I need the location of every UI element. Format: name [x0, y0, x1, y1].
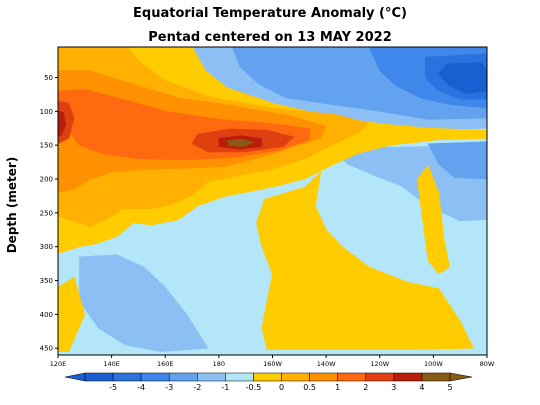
- chart-subtitle: Pentad centered on 13 MAY 2022: [148, 30, 392, 45]
- colorbar-swatch-p1: [281, 372, 310, 382]
- contour-fills: [58, 47, 487, 355]
- contour-region-p6-0: [226, 138, 254, 147]
- colorbar-swatch-p5: [393, 372, 423, 382]
- colorbar-swatch-m05: [225, 372, 254, 382]
- x-tick-label: 160W: [263, 360, 282, 368]
- x-tick-label: 80W: [480, 360, 495, 368]
- colorbar-label: 4: [419, 383, 424, 392]
- y-tick-label: 150: [40, 142, 53, 150]
- contour-region-p5-1: [58, 111, 67, 136]
- colorbar-label: -5: [109, 383, 117, 392]
- y-tick-label: 250: [40, 209, 53, 217]
- contour-region-p05-3: [416, 165, 450, 275]
- colorbar-swatch-m5: [84, 372, 114, 382]
- colorbar-label: 2: [363, 383, 368, 392]
- y-tick-label: 50: [44, 74, 53, 82]
- contour-region-m5-0: [438, 62, 487, 94]
- colorbar: -5 -4 -3 -2 -1 -0.5 0 0.5 1 2 3 4 5: [64, 372, 473, 392]
- x-tick-label: 140E: [103, 360, 120, 368]
- x-tick-label: 160E: [157, 360, 174, 368]
- colorbar-label: -1: [221, 383, 229, 392]
- colorbar-label: 0: [279, 383, 284, 392]
- colorbar-label: -0.5: [246, 383, 262, 392]
- colorbar-min-arrow: [64, 372, 86, 382]
- x-tick-label: 140W: [317, 360, 336, 368]
- x-tick-label: 180: [213, 360, 225, 368]
- colorbar-swatch-p3: [337, 372, 367, 382]
- colorbar-label: -2: [193, 383, 201, 392]
- colorbar-label: 3: [391, 383, 396, 392]
- contour-region-p05-2: [58, 276, 86, 352]
- colorbar-swatch-p2: [309, 372, 338, 382]
- colorbar-swatch-p4: [365, 372, 395, 382]
- colorbar-swatch-p6: [421, 372, 451, 382]
- colorbar-max-arrow: [449, 372, 473, 382]
- colorbar-swatch-m2: [168, 372, 198, 382]
- contour-region-m2-1: [427, 141, 487, 180]
- colorbar-label: -4: [137, 383, 145, 392]
- y-tick-label: 400: [40, 311, 53, 319]
- y-tick-label: 100: [40, 108, 53, 116]
- x-axis: 120E 140E 160E 180 160W 140W 120W 100W 80W: [50, 355, 495, 368]
- colorbar-swatch-m3: [140, 372, 170, 382]
- colorbar-swatch-m4: [112, 372, 142, 382]
- x-tick-label: 120E: [50, 360, 67, 368]
- y-tick-label: 350: [40, 277, 53, 285]
- contour-region-p05-1: [256, 171, 474, 350]
- colorbar-label: 5: [447, 383, 452, 392]
- y-tick-label: 300: [40, 243, 53, 251]
- x-tick-label: 120W: [370, 360, 389, 368]
- colorbar-swatch-p05: [253, 372, 282, 382]
- contour-region-m1-2: [79, 254, 209, 352]
- colorbar-label: -3: [165, 383, 173, 392]
- chart-title: Equatorial Temperature Anomaly (°C): [133, 6, 407, 21]
- y-tick-label: 200: [40, 176, 53, 184]
- y-tick-label: 450: [40, 345, 53, 353]
- y-axis: 50 100 150 200 250 300 350 400 450: [40, 74, 58, 353]
- colorbar-label: 0.5: [303, 383, 316, 392]
- x-tick-label: 100W: [424, 360, 443, 368]
- colorbar-swatch-m1: [197, 372, 226, 382]
- colorbar-label: 1: [335, 383, 340, 392]
